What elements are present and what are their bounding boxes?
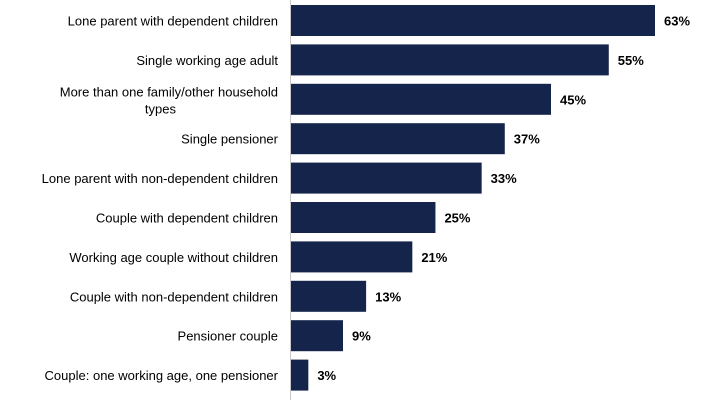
bar-4: [291, 162, 482, 194]
bar-2: [291, 83, 551, 115]
category-label-9: Couple: one working age, one pensioner: [45, 368, 279, 383]
bar-3: [291, 123, 505, 155]
bar-1: [291, 44, 609, 76]
bar-0: [291, 5, 655, 36]
category-label-5: Couple with dependent children: [96, 211, 278, 226]
bar-7: [291, 280, 367, 312]
value-label-5: 25%: [444, 211, 470, 226]
category-label-1: Single working age adult: [136, 53, 278, 68]
value-label-7: 13%: [375, 289, 401, 304]
bar-6: [291, 241, 413, 273]
bar-5: [291, 202, 436, 233]
value-label-9: 3%: [317, 368, 336, 383]
value-label-1: 55%: [618, 53, 644, 68]
category-label-3: Single pensioner: [181, 132, 279, 147]
bar-8: [291, 320, 343, 352]
category-label-4: Lone parent with non-dependent children: [42, 171, 278, 186]
category-label-8: Pensioner couple: [178, 329, 278, 344]
category-label-0: Lone parent with dependent children: [68, 14, 278, 29]
value-label-0: 63%: [664, 14, 690, 29]
category-label-6: Working age couple without children: [69, 250, 278, 265]
category-label-7: Couple with non-dependent children: [70, 289, 278, 304]
bars-layer: [291, 5, 655, 391]
value-label-2: 45%: [560, 92, 586, 107]
bar-9: [291, 359, 309, 391]
value-label-6: 21%: [421, 250, 447, 265]
value-label-4: 33%: [491, 171, 517, 186]
value-label-8: 9%: [352, 329, 371, 344]
category-labels-layer: Lone parent with dependent children Singl…: [42, 14, 279, 384]
category-label-2: More than one family/other household type…: [60, 84, 278, 116]
value-label-3: 37%: [514, 132, 540, 147]
value-labels-layer: 63% 55% 45% 37% 33% 25% 21% 13% 9% 3%: [317, 14, 690, 384]
